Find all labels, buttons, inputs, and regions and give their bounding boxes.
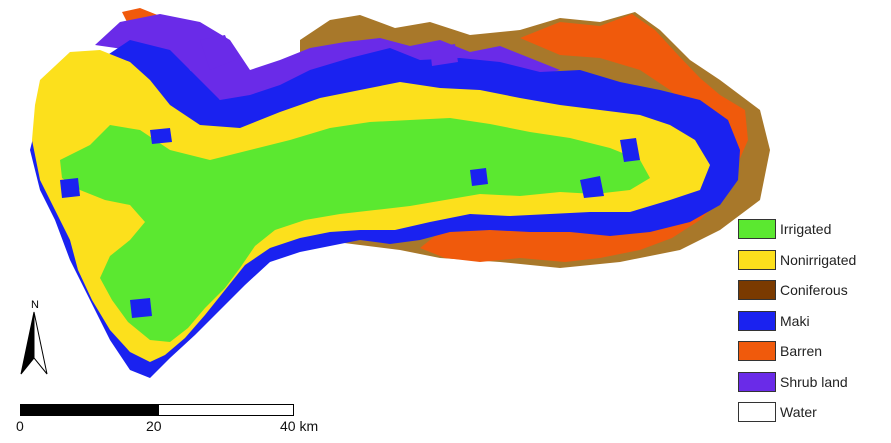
legend-swatch bbox=[738, 341, 776, 362]
legend-swatch bbox=[738, 371, 776, 392]
scale-tick: 20 bbox=[146, 418, 162, 434]
scale-bar-segment bbox=[158, 404, 294, 416]
maki-patch bbox=[150, 128, 172, 144]
legend-label: Irrigated bbox=[780, 221, 832, 238]
north-arrow-icon: N bbox=[20, 299, 48, 375]
legend-label: Water bbox=[780, 404, 817, 421]
scale-tick: 0 bbox=[16, 418, 24, 434]
legend-item-irrigated: Irrigated bbox=[738, 214, 856, 245]
legend-swatch bbox=[738, 219, 776, 240]
legend-item-coniferous: Coniferous bbox=[738, 275, 856, 306]
scale-bar-segment bbox=[20, 404, 158, 416]
legend-label: Maki bbox=[780, 312, 810, 329]
scale-bar bbox=[20, 404, 294, 416]
legend-label: Nonirrigated bbox=[780, 251, 857, 268]
north-arrow-label: N bbox=[31, 299, 39, 311]
legend-swatch bbox=[738, 310, 776, 331]
legend-swatch bbox=[738, 402, 776, 423]
maki-patch bbox=[130, 298, 152, 318]
irrigated-zone bbox=[60, 118, 650, 342]
legend-label: Coniferous bbox=[780, 282, 848, 299]
legend-item-maki: Maki bbox=[738, 306, 856, 337]
watershed-region bbox=[30, 8, 770, 378]
scale-tick: 40 km bbox=[280, 418, 319, 434]
maki-patch bbox=[620, 138, 640, 162]
legend-item-water: Water bbox=[738, 397, 856, 428]
legend-item-nonirrigated: Nonirrigated bbox=[738, 245, 856, 276]
legend-label: Shrub land bbox=[780, 373, 848, 390]
maki-patch bbox=[580, 176, 604, 198]
legend-swatch bbox=[738, 249, 776, 270]
shrub-patch bbox=[430, 44, 458, 66]
legend-item-barren: Barren bbox=[738, 336, 856, 367]
legend-swatch bbox=[738, 280, 776, 301]
legend-label: Barren bbox=[780, 343, 823, 360]
legend-item-shrub-land: Shrub land bbox=[738, 367, 856, 398]
map-legend: Irrigated Nonirrigated Coniferous Maki B… bbox=[738, 214, 856, 428]
maki-patch bbox=[60, 178, 80, 198]
maki-patch bbox=[470, 168, 488, 186]
shrub-patch bbox=[200, 35, 235, 70]
